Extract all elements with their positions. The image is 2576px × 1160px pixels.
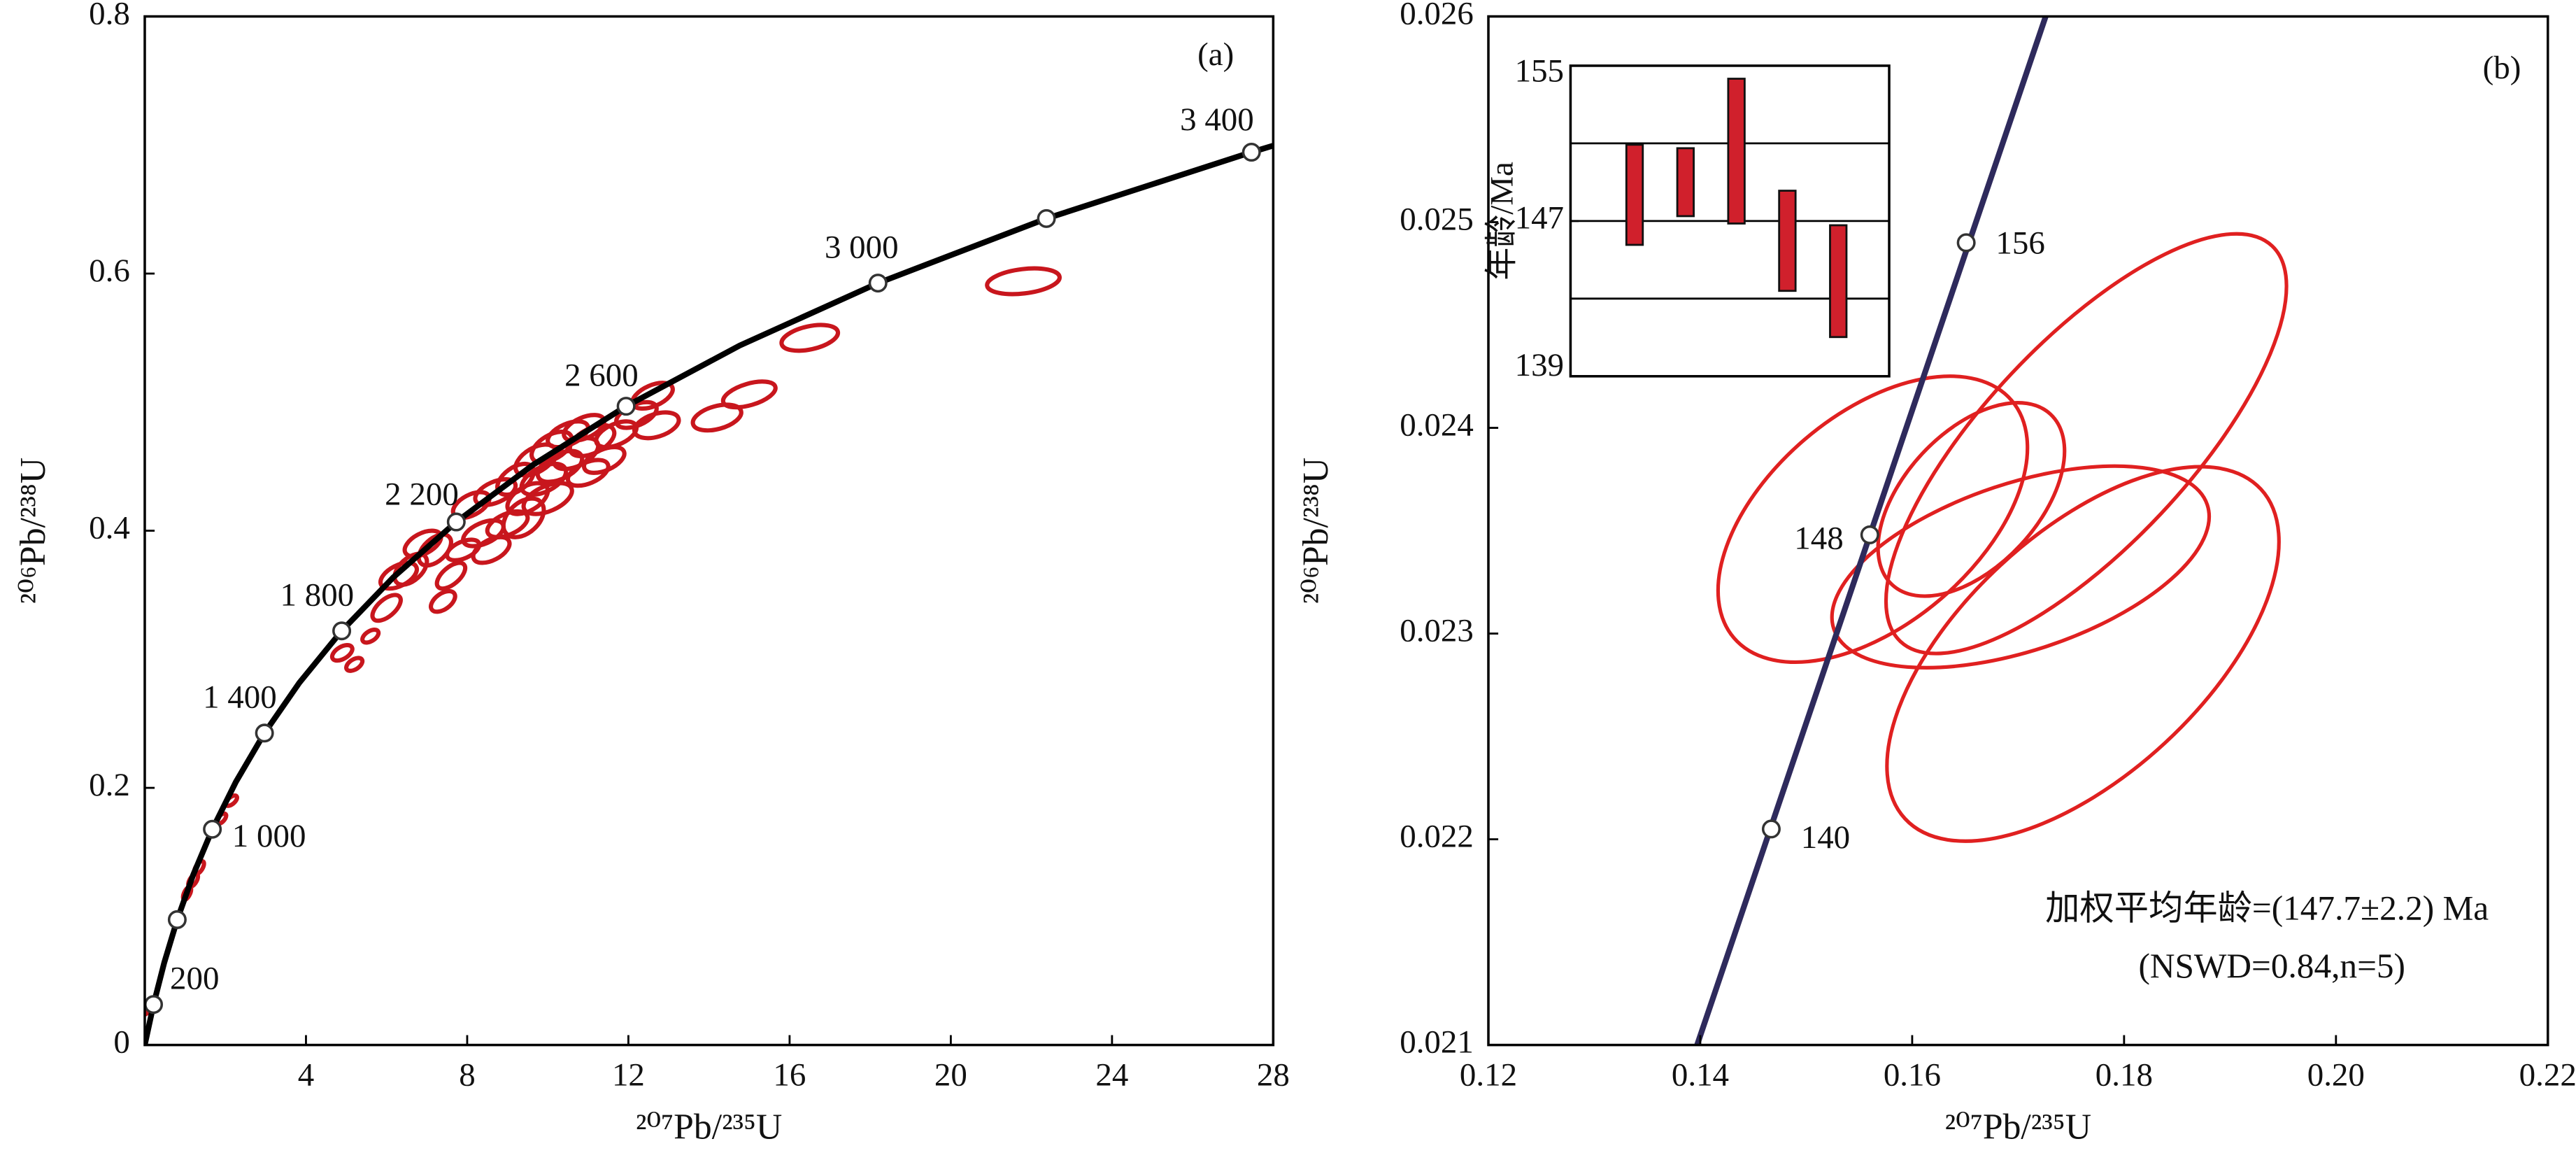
age-label: 140	[1801, 819, 1850, 856]
y-tick-label: 0.4	[89, 509, 130, 546]
age-bar	[1778, 190, 1797, 292]
y-tick-label: 0.021	[1400, 1024, 1474, 1060]
x-tick-label: 0.14	[1672, 1056, 1729, 1093]
y-axis-label: ²⁰⁶Pb/²³⁸U	[1296, 458, 1336, 604]
plot-frame	[1487, 15, 2549, 1047]
y-tick-label: 0.026	[1400, 0, 1474, 31]
plot-frame	[143, 15, 1275, 1047]
x-tick-label: 12	[612, 1056, 645, 1093]
error-ellipse	[521, 481, 574, 516]
error-ellipse	[779, 323, 841, 353]
error-ellipse	[434, 560, 468, 591]
age-label: 3 400	[1180, 101, 1254, 138]
x-tick-label: 0.16	[1884, 1056, 1941, 1093]
error-ellipse	[1884, 232, 2289, 656]
y-tick-label: 0.2	[89, 767, 130, 803]
y-axis-label: 年龄/Ma	[1483, 162, 1520, 281]
error-ellipse	[720, 379, 778, 410]
x-tick-label: 0.22	[2519, 1056, 2576, 1093]
error-ellipse	[985, 266, 1062, 297]
annotation: (NSWD=0.84,n=5)	[2138, 947, 2405, 985]
y-tick-label: 0.023	[1400, 612, 1474, 649]
age-label: 200	[170, 961, 219, 997]
error-ellipse	[485, 509, 530, 539]
error-ellipse	[1830, 464, 2212, 670]
panel-label: (a)	[1197, 36, 1234, 73]
age-marker	[446, 512, 466, 532]
y-tick-label: 0.6	[89, 253, 130, 289]
x-axis-label: ²⁰⁷Pb/²³⁵U	[1945, 1108, 2091, 1147]
x-tick-label: 0.18	[2095, 1056, 2153, 1093]
y-tick-label: 0.022	[1400, 818, 1474, 854]
error-ellipse	[471, 535, 512, 565]
age-marker	[332, 621, 352, 641]
age-bar	[1676, 147, 1695, 218]
error-ellipse	[690, 402, 743, 433]
x-tick-label: 0.20	[2307, 1056, 2365, 1093]
age-label: 2 600	[564, 358, 639, 394]
age-bar	[1625, 143, 1644, 246]
x-tick-label: 16	[773, 1056, 806, 1093]
error-ellipse	[344, 656, 365, 673]
error-ellipse	[1885, 465, 2281, 843]
panel-label: (b)	[2483, 50, 2521, 86]
age-marker	[203, 819, 222, 839]
error-ellipse	[392, 551, 429, 587]
age-marker	[1241, 143, 1261, 162]
y-tick-label: 0.8	[89, 0, 130, 31]
x-tick-label: 24	[1095, 1056, 1128, 1093]
y-tick-label: 139	[1515, 347, 1564, 383]
x-tick-label: 0.12	[1460, 1056, 1517, 1093]
age-label: 2 200	[385, 476, 459, 513]
age-label: 1 000	[232, 818, 306, 854]
error-ellipse	[1876, 401, 2067, 598]
y-tick-label: 155	[1515, 52, 1564, 89]
age-marker	[1956, 233, 1976, 253]
y-axis-label: ²⁰⁶Pb/²³⁸U	[13, 458, 53, 604]
x-tick-label: 28	[1257, 1056, 1290, 1093]
age-label: 1 400	[203, 679, 277, 716]
age-label: 1 800	[280, 577, 355, 614]
x-axis-label: ²⁰⁷Pb/²³⁵U	[636, 1108, 782, 1147]
error-ellipse	[1716, 374, 2030, 665]
age-marker	[1860, 525, 1879, 544]
error-ellipse	[473, 476, 518, 507]
age-label: 148	[1794, 521, 1843, 557]
annotation: 加权平均年龄=(147.7±2.2) Ma	[2045, 889, 2489, 928]
age-marker	[167, 910, 187, 929]
age-marker	[868, 274, 888, 293]
age-label: 156	[1995, 225, 2044, 261]
age-marker	[616, 397, 636, 416]
error-ellipse	[429, 588, 457, 614]
age-marker	[255, 723, 274, 743]
age-bar	[1727, 78, 1746, 225]
y-tick-label: 147	[1515, 200, 1564, 236]
error-ellipse	[632, 410, 681, 441]
error-ellipse	[416, 532, 453, 568]
error-ellipse	[529, 429, 574, 465]
x-tick-label: 8	[459, 1056, 475, 1093]
age-marker	[144, 995, 164, 1014]
error-ellipse	[370, 593, 403, 623]
x-tick-label: 4	[298, 1056, 314, 1093]
age-label: 3 000	[825, 229, 899, 265]
age-bar	[1829, 224, 1848, 339]
error-ellipse	[445, 537, 482, 563]
error-ellipse	[461, 518, 506, 549]
x-tick-label: 20	[934, 1056, 967, 1093]
error-ellipse	[501, 496, 546, 539]
y-tick-label: 0.025	[1400, 201, 1474, 237]
error-ellipse	[565, 458, 611, 488]
age-marker	[1761, 819, 1781, 839]
y-tick-label: 0.024	[1400, 406, 1474, 443]
error-ellipse	[360, 627, 381, 645]
age-marker	[1037, 208, 1056, 228]
y-tick-label: 0	[113, 1024, 129, 1060]
error-ellipse	[329, 643, 355, 663]
